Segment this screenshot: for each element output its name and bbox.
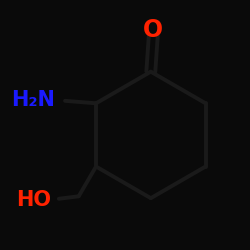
Text: HO: HO [16,190,51,210]
Text: O: O [143,18,163,42]
Text: H₂N: H₂N [11,90,55,110]
